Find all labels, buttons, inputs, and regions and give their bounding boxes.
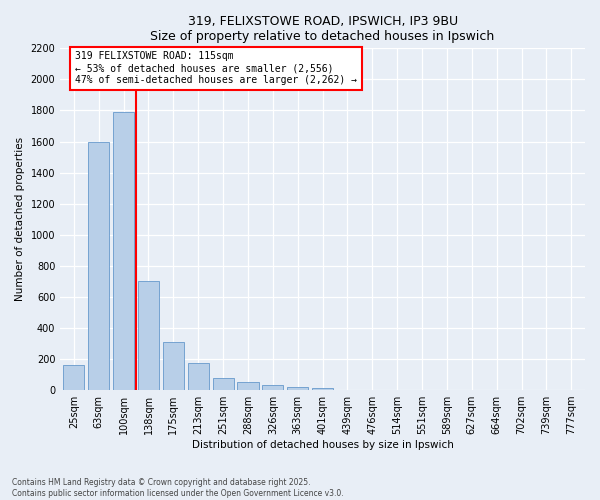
Bar [188, 363, 209, 390]
Bar [312, 388, 333, 390]
Bar [138, 282, 159, 390]
Bar [88, 142, 109, 390]
Bar [113, 112, 134, 390]
Text: Contains HM Land Registry data © Crown copyright and database right 2025.
Contai: Contains HM Land Registry data © Crown c… [12, 478, 344, 498]
Title: 319, FELIXSTOWE ROAD, IPSWICH, IP3 9BU
Size of property relative to detached hou: 319, FELIXSTOWE ROAD, IPSWICH, IP3 9BU S… [151, 15, 495, 43]
Bar [63, 365, 85, 390]
X-axis label: Distribution of detached houses by size in Ipswich: Distribution of detached houses by size … [191, 440, 454, 450]
Bar [238, 382, 259, 390]
Bar [212, 378, 233, 390]
Bar [287, 387, 308, 390]
Text: 319 FELIXSTOWE ROAD: 115sqm
← 53% of detached houses are smaller (2,556)
47% of : 319 FELIXSTOWE ROAD: 115sqm ← 53% of det… [75, 52, 357, 84]
Bar [163, 342, 184, 390]
Bar [262, 386, 283, 390]
Y-axis label: Number of detached properties: Number of detached properties [15, 137, 25, 302]
